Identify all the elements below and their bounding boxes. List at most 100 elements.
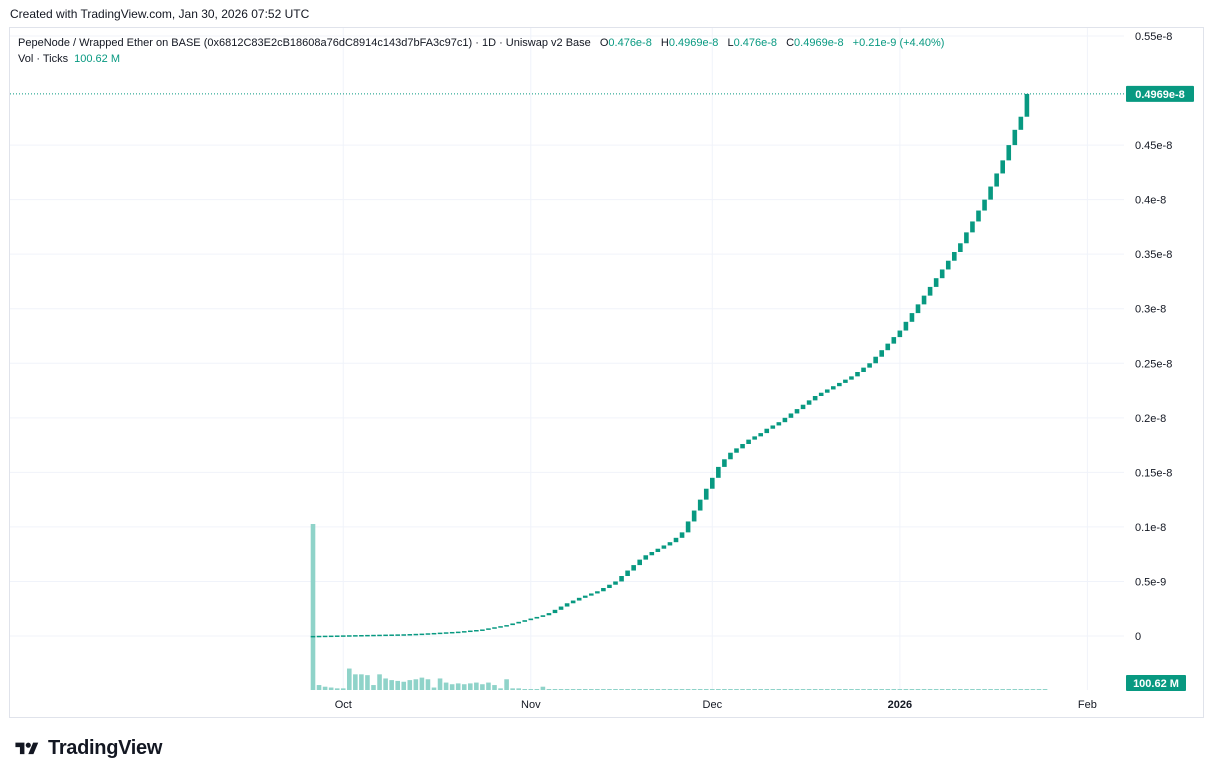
candle[interactable] xyxy=(334,635,340,637)
candle[interactable] xyxy=(885,343,891,351)
candle[interactable] xyxy=(552,609,558,614)
candle[interactable] xyxy=(794,409,800,414)
candle[interactable] xyxy=(419,633,425,636)
candle[interactable] xyxy=(582,595,588,598)
candle[interactable] xyxy=(764,428,770,434)
candle[interactable] xyxy=(498,626,503,628)
candle[interactable] xyxy=(915,304,921,314)
candle[interactable] xyxy=(528,618,534,621)
candle[interactable] xyxy=(740,444,745,449)
candle[interactable] xyxy=(377,634,382,637)
candle[interactable] xyxy=(395,634,400,636)
candle[interactable] xyxy=(679,532,685,538)
candle[interactable] xyxy=(316,635,322,638)
volume-label[interactable]: Vol · Ticks xyxy=(18,53,69,65)
candle[interactable] xyxy=(407,634,413,636)
candle[interactable] xyxy=(988,186,993,200)
candle[interactable] xyxy=(982,199,987,211)
candle[interactable] xyxy=(353,635,358,637)
candle[interactable] xyxy=(637,559,642,566)
candle[interactable] xyxy=(625,570,630,576)
candle[interactable] xyxy=(619,576,624,582)
candle[interactable] xyxy=(425,633,431,635)
candle[interactable] xyxy=(431,632,437,635)
candle[interactable] xyxy=(933,278,939,287)
candle[interactable] xyxy=(359,635,364,637)
candle[interactable] xyxy=(770,425,776,429)
candle[interactable] xyxy=(1006,145,1012,161)
candle[interactable] xyxy=(728,452,733,460)
candle[interactable] xyxy=(570,600,576,604)
candle[interactable] xyxy=(891,337,897,344)
candle[interactable] xyxy=(958,243,963,252)
candle[interactable] xyxy=(994,173,999,187)
candle[interactable] xyxy=(389,634,394,636)
tradingview-logo[interactable]: TradingView xyxy=(12,737,162,760)
candle[interactable] xyxy=(691,510,697,522)
candle[interactable] xyxy=(607,584,612,588)
candle[interactable] xyxy=(322,635,328,638)
candle[interactable] xyxy=(564,603,570,607)
candle[interactable] xyxy=(413,633,419,636)
candle[interactable] xyxy=(540,615,546,617)
candle[interactable] xyxy=(746,439,751,444)
candle[interactable] xyxy=(697,499,703,511)
candle[interactable] xyxy=(1000,160,1005,174)
candle[interactable] xyxy=(589,593,594,596)
candle[interactable] xyxy=(818,392,824,396)
candle[interactable] xyxy=(673,537,679,543)
candle[interactable] xyxy=(806,400,812,405)
candle[interactable] xyxy=(558,606,564,610)
candle[interactable] xyxy=(486,628,491,630)
candle[interactable] xyxy=(752,436,757,440)
candle[interactable] xyxy=(782,417,788,423)
candle[interactable] xyxy=(504,625,509,627)
candle[interactable] xyxy=(365,634,370,637)
candle[interactable] xyxy=(576,597,582,601)
candle[interactable] xyxy=(734,448,739,453)
candle[interactable] xyxy=(643,555,649,560)
candle[interactable] xyxy=(480,629,485,631)
candle[interactable] xyxy=(449,631,455,634)
candle[interactable] xyxy=(788,413,794,418)
candle[interactable] xyxy=(340,635,346,637)
candle[interactable] xyxy=(812,396,818,401)
candle[interactable] xyxy=(1024,93,1030,117)
candle[interactable] xyxy=(927,286,933,296)
candle[interactable] xyxy=(800,404,806,410)
candle[interactable] xyxy=(976,210,981,222)
candle[interactable] xyxy=(437,632,443,635)
candle[interactable] xyxy=(443,632,449,634)
candle[interactable] xyxy=(861,367,866,372)
candle[interactable] xyxy=(903,321,909,331)
candle[interactable] xyxy=(758,433,763,437)
candle[interactable] xyxy=(685,521,691,533)
candle[interactable] xyxy=(661,545,667,549)
candle[interactable] xyxy=(710,477,715,489)
candle[interactable] xyxy=(849,376,854,380)
candle[interactable] xyxy=(703,488,709,500)
candle[interactable] xyxy=(824,389,830,393)
candle[interactable] xyxy=(383,634,388,637)
candle[interactable] xyxy=(534,616,540,619)
candle[interactable] xyxy=(631,565,636,571)
candle[interactable] xyxy=(945,260,951,270)
candle[interactable] xyxy=(468,630,473,633)
candle[interactable] xyxy=(855,372,860,377)
candle[interactable] xyxy=(952,252,957,261)
candle[interactable] xyxy=(837,382,842,387)
candle[interactable] xyxy=(310,635,316,638)
candle[interactable] xyxy=(347,635,352,637)
candle[interactable] xyxy=(921,295,927,305)
candle[interactable] xyxy=(909,313,915,322)
candle[interactable] xyxy=(371,634,376,637)
candle[interactable] xyxy=(970,221,975,233)
candle[interactable] xyxy=(474,630,479,632)
candle[interactable] xyxy=(516,621,521,624)
candle[interactable] xyxy=(510,623,515,626)
candle[interactable] xyxy=(667,542,673,546)
candle[interactable] xyxy=(879,350,884,357)
candle[interactable] xyxy=(328,635,334,638)
candle[interactable] xyxy=(455,631,461,634)
